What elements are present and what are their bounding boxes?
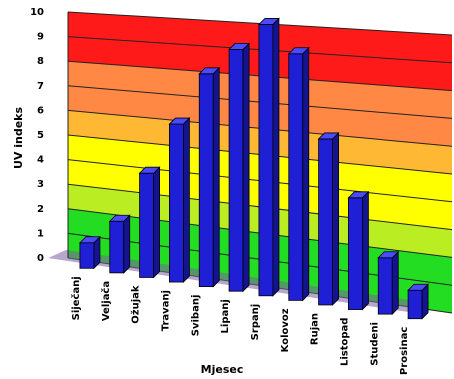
bar-front	[198, 73, 214, 288]
bar-top	[287, 47, 310, 55]
x-tick-label: Svibanj	[190, 295, 201, 337]
bar-side	[362, 190, 369, 311]
bar-top	[78, 236, 101, 244]
bar-side	[302, 46, 310, 302]
y-tick-label: 2	[37, 204, 44, 215]
y-tick-label: 0	[37, 253, 44, 264]
x-axis-ticks: Siječanj Veljača Ožujak Travanj Svibanj Lipan…	[70, 276, 410, 375]
bar-front	[407, 289, 423, 320]
bar-front	[377, 257, 393, 315]
bar-Lipanj	[228, 42, 251, 293]
x-tick-label: Listopad	[339, 318, 350, 366]
bar-Studeni	[377, 250, 400, 316]
bar-top	[108, 214, 131, 222]
bar-front	[288, 53, 304, 301]
bar-top	[317, 132, 340, 140]
bar-Veljača	[108, 214, 131, 274]
bar-side	[272, 17, 280, 297]
x-tick-label: Lipanj	[220, 299, 231, 333]
x-axis-title: Mjesec	[201, 363, 244, 376]
bar-Prosinac	[407, 283, 430, 320]
bar-top	[198, 67, 221, 75]
y-tick-label: 8	[37, 56, 44, 67]
bar-top	[377, 251, 400, 259]
bar-front	[79, 242, 95, 269]
bar-Siječanj	[78, 235, 101, 270]
x-tick-label: Ožujak	[130, 285, 142, 324]
bar-Kolovoz	[287, 46, 310, 302]
bar-Rujan	[317, 131, 340, 306]
bar-top	[168, 117, 191, 125]
bar-top	[228, 43, 251, 50]
x-tick-label: Siječanj	[70, 276, 82, 320]
bar-top	[347, 191, 370, 199]
bar-side	[183, 117, 190, 284]
bar-Travanj	[168, 117, 191, 284]
y-axis-ticks: 0 1 2 3 4 5 6 7 8 9 10	[30, 7, 44, 264]
bar-front	[258, 24, 274, 297]
bar-Listopad	[347, 190, 370, 311]
x-tick-label: Studeni	[369, 322, 380, 366]
bar-front	[348, 197, 363, 310]
y-tick-label: 3	[37, 179, 44, 190]
y-tick-label: 6	[37, 105, 44, 116]
bar-side	[332, 131, 339, 306]
bar-side	[153, 166, 160, 279]
bar-front	[318, 138, 333, 306]
y-tick-label: 10	[30, 7, 44, 18]
bar-front	[109, 220, 125, 274]
bar-top	[407, 283, 430, 291]
x-tick-label: Kolovoz	[280, 308, 291, 352]
x-tick-label: Srpanj	[250, 304, 261, 341]
bar-Svibanj	[198, 66, 221, 288]
y-tick-label: 1	[37, 228, 44, 239]
bar-side	[212, 66, 220, 288]
y-tick-label: 9	[37, 32, 44, 43]
x-tick-label: Rujan	[310, 313, 321, 345]
x-tick-label: Prosinac	[399, 327, 410, 375]
bar-series	[78, 17, 430, 320]
bar-side	[242, 42, 250, 293]
x-tick-label: Veljača	[100, 281, 112, 321]
y-tick-label: 5	[37, 130, 44, 141]
bar-top	[138, 166, 161, 174]
y-axis-title: UV indeks	[12, 107, 25, 170]
bar-front	[169, 123, 184, 283]
bar-front	[139, 172, 154, 278]
bar-Srpanj	[257, 17, 280, 297]
bar-side	[391, 250, 399, 316]
x-tick-label: Travanj	[160, 290, 171, 331]
bar-top	[257, 18, 280, 25]
y-tick-label: 7	[37, 81, 44, 92]
bar-front	[228, 49, 244, 292]
y-tick-label: 4	[37, 155, 44, 166]
bar-side	[123, 214, 131, 274]
bar-Ožujak	[138, 166, 161, 279]
